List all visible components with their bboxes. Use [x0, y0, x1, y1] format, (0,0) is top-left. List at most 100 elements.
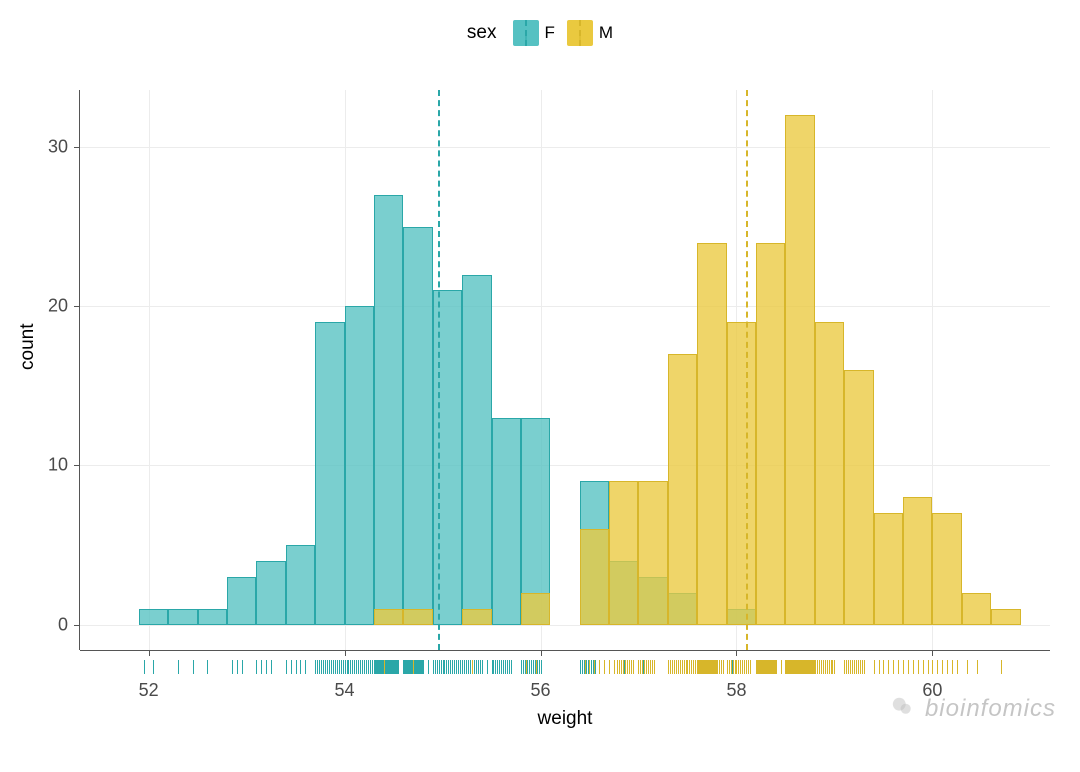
rug-tick — [609, 660, 610, 674]
rug-tick — [638, 660, 639, 674]
rug-tick — [642, 660, 643, 674]
rug-tick — [439, 660, 440, 674]
rug-tick — [781, 660, 782, 674]
rug-tick — [153, 660, 154, 674]
rug-tick — [337, 660, 338, 674]
rug-tick — [360, 660, 361, 674]
rug-tick — [582, 660, 583, 674]
rug-tick — [537, 660, 538, 674]
rug-tick — [829, 660, 830, 674]
legend-label-f: F — [545, 23, 555, 43]
rug-tick — [499, 660, 500, 674]
rug-tick — [495, 660, 496, 674]
rug-tick — [648, 660, 649, 674]
rug-tick — [343, 660, 344, 674]
rug-tick — [531, 660, 532, 674]
rug-tick — [614, 660, 615, 674]
rug-tick — [462, 660, 463, 674]
rug-tick — [932, 660, 933, 674]
rug-tick — [893, 660, 894, 674]
rug-tick — [458, 660, 459, 674]
hist-bar-F — [374, 195, 403, 625]
x-tick-label: 54 — [335, 680, 355, 701]
hist-bar-F — [139, 609, 168, 625]
rug-tick — [527, 660, 528, 674]
rug-tick — [831, 660, 832, 674]
hist-bar-M — [638, 481, 667, 624]
rug-tick — [644, 660, 645, 674]
rug-tick — [719, 660, 720, 674]
grid-line-h — [80, 147, 1050, 148]
rug-tick — [368, 660, 369, 674]
watermark: bioinfomics — [891, 695, 1056, 724]
rug-tick — [580, 660, 581, 674]
rug-tick — [860, 660, 861, 674]
rug-tick — [347, 660, 348, 674]
rug-tick — [317, 660, 318, 674]
rug-tick — [733, 660, 734, 674]
hist-bar-F — [345, 306, 374, 624]
rug-tick — [345, 660, 346, 674]
rug-tick — [848, 660, 849, 674]
rug-tick — [674, 660, 675, 674]
rug-tick — [815, 660, 816, 674]
rug-tick — [232, 660, 233, 674]
rug-tick — [296, 660, 297, 674]
rug-tick — [952, 660, 953, 674]
rug-tick — [723, 660, 724, 674]
rug-tick — [474, 660, 475, 674]
rug-tick — [492, 660, 493, 674]
rug-tick — [591, 660, 592, 674]
rug-tick — [684, 660, 685, 674]
rug-tick — [888, 660, 889, 674]
rug-tick — [680, 660, 681, 674]
legend-item-m: M — [567, 20, 613, 46]
rug-tick — [731, 660, 732, 674]
rug-tick — [879, 660, 880, 674]
wechat-icon — [891, 695, 913, 724]
rug-tick — [356, 660, 357, 674]
x-tick-label: 58 — [726, 680, 746, 701]
hist-bar-M — [756, 243, 785, 625]
rug-tick — [646, 660, 647, 674]
hist-bar-M — [785, 115, 814, 624]
rug-tick — [856, 660, 857, 674]
rug-tick — [384, 660, 385, 674]
rug-tick — [913, 660, 914, 674]
rug-tick — [854, 660, 855, 674]
rug-tick — [627, 660, 628, 674]
rug-tick — [827, 660, 828, 674]
grid-line-h — [80, 306, 1050, 307]
rug-tick — [291, 660, 292, 674]
rug-tick — [470, 660, 471, 674]
rug-tick — [339, 660, 340, 674]
rug-tick — [364, 660, 365, 674]
chart-root: sex F M weight count bioinfomics 5254565… — [0, 0, 1080, 772]
rug-tick — [588, 660, 589, 674]
hist-bar-F — [198, 609, 227, 625]
rug-tick — [832, 660, 833, 674]
rug-tick — [323, 660, 324, 674]
rug-tick — [846, 660, 847, 674]
rug-tick — [325, 660, 326, 674]
rug-tick — [678, 660, 679, 674]
rug-tick — [329, 660, 330, 674]
hist-bar-M — [580, 529, 609, 624]
rug-tick — [193, 660, 194, 674]
rug-tick — [261, 660, 262, 674]
rug-tick — [435, 660, 436, 674]
rug-tick — [652, 660, 653, 674]
rug-tick — [947, 660, 948, 674]
rug-tick — [444, 660, 445, 674]
rug-tick — [493, 660, 494, 674]
rug-tick — [623, 660, 624, 674]
hist-bar-F — [403, 227, 432, 625]
grid-line-h — [80, 625, 1050, 626]
rug-tick — [350, 660, 351, 674]
rug-tick — [482, 660, 483, 674]
rug-tick — [742, 660, 743, 674]
rug-tick — [874, 660, 875, 674]
rug-tick — [967, 660, 968, 674]
rug-tick — [619, 660, 620, 674]
rug-tick — [629, 660, 630, 674]
